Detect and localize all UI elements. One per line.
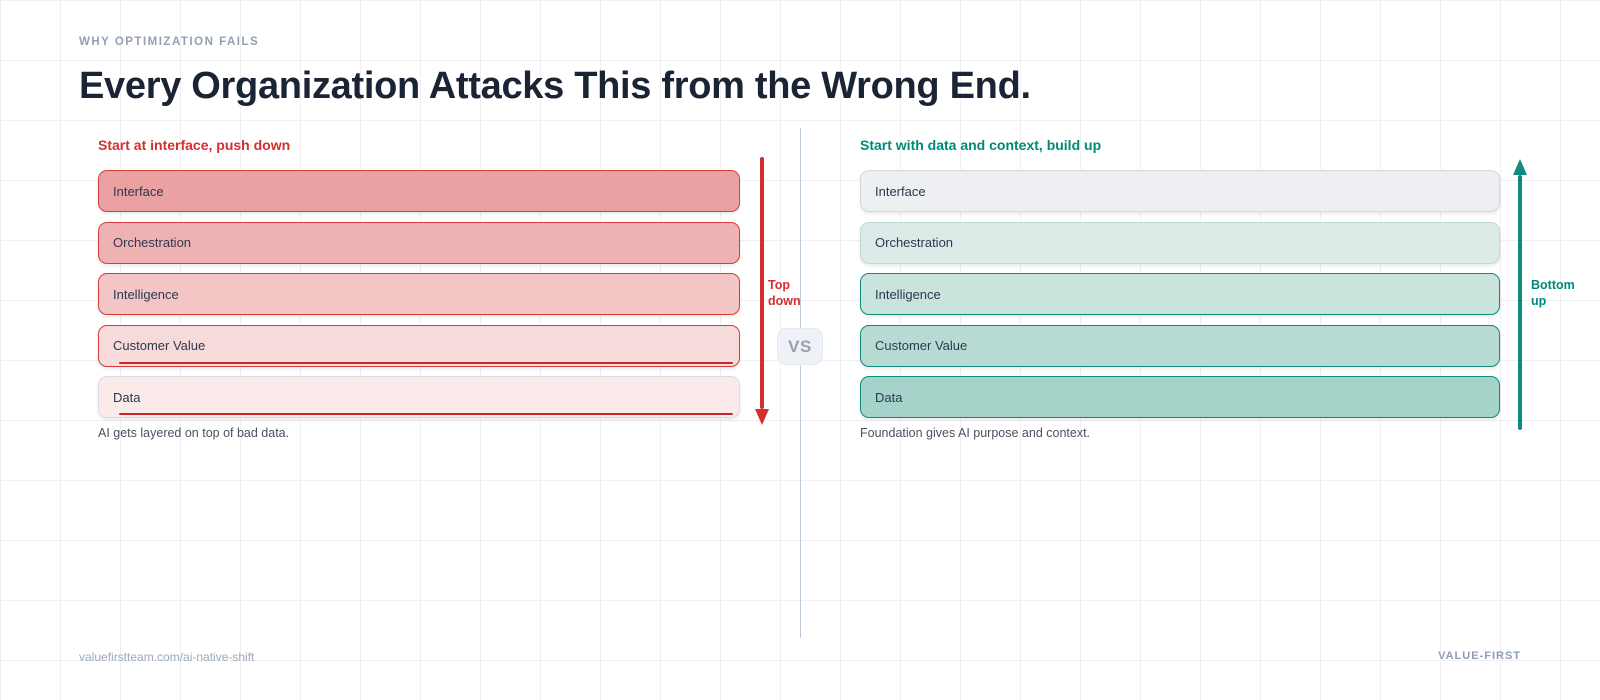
bottom-up-arrow-label: Bottom up — [1531, 278, 1575, 308]
arrow-up-icon — [1513, 159, 1527, 175]
layer-box-orchestration: Orchestration — [860, 221, 1500, 264]
layer-box-intelligence: Intelligence — [98, 273, 740, 315]
layer-label: Data — [113, 389, 141, 405]
bottom-up-arrow-line — [1518, 175, 1522, 430]
layer-bottom-accent-line — [119, 413, 733, 415]
layer-box-data: Data — [860, 376, 1500, 418]
layer-label: Orchestration — [113, 235, 192, 250]
center-divider-line — [800, 128, 801, 638]
layer-box-interface: Interface — [860, 170, 1500, 212]
arrow-down-icon — [755, 409, 769, 425]
layer-bottom-accent-line — [119, 361, 733, 364]
layer-label: Intelligence — [113, 286, 179, 302]
footer-url: valuefirstteam.com/ai-native-shift — [79, 650, 255, 664]
top-down-heading: Start at interface, push down — [98, 137, 291, 153]
layer-box-intelligence: Intelligence — [860, 273, 1500, 315]
top-down-arrow-label: Top down — [768, 278, 801, 308]
layer-label: Data — [875, 389, 903, 405]
layer-box-interface: Interface — [98, 170, 740, 212]
top-down-stack: Interface Orchestration Intelligence Custom… — [98, 170, 740, 428]
page-title: Every Organization Attacks This from the… — [79, 65, 1031, 107]
layer-box-customer-value: Customer Value — [860, 324, 1500, 367]
bottom-up-stack: Interface Orchestration Intelligence Custom… — [860, 170, 1500, 428]
bottom-up-heading: Start with data and context, build up — [860, 137, 1102, 153]
bottom-up-caption: Foundation gives AI purpose and context. — [860, 426, 1091, 440]
vs-badge: VS — [777, 328, 823, 365]
layer-label: Interface — [113, 183, 164, 199]
layer-box-data: Data — [98, 376, 740, 418]
layer-label: Intelligence — [875, 286, 941, 302]
footer-brand: VALUE-FIRST — [1438, 650, 1521, 662]
layer-label: Customer Value — [113, 338, 206, 353]
top-down-arrow-line — [760, 157, 764, 409]
layer-box-orchestration: Orchestration — [98, 221, 740, 264]
layer-label: Interface — [875, 183, 926, 199]
layer-label: Customer Value — [875, 338, 968, 353]
layer-label: Orchestration — [875, 235, 954, 250]
top-down-caption: AI gets layered on top of bad data. — [98, 426, 290, 440]
layer-box-customer-value: Customer Value — [98, 324, 740, 367]
eyebrow-label: WHY OPTIMIZATION FAILS — [79, 36, 260, 48]
